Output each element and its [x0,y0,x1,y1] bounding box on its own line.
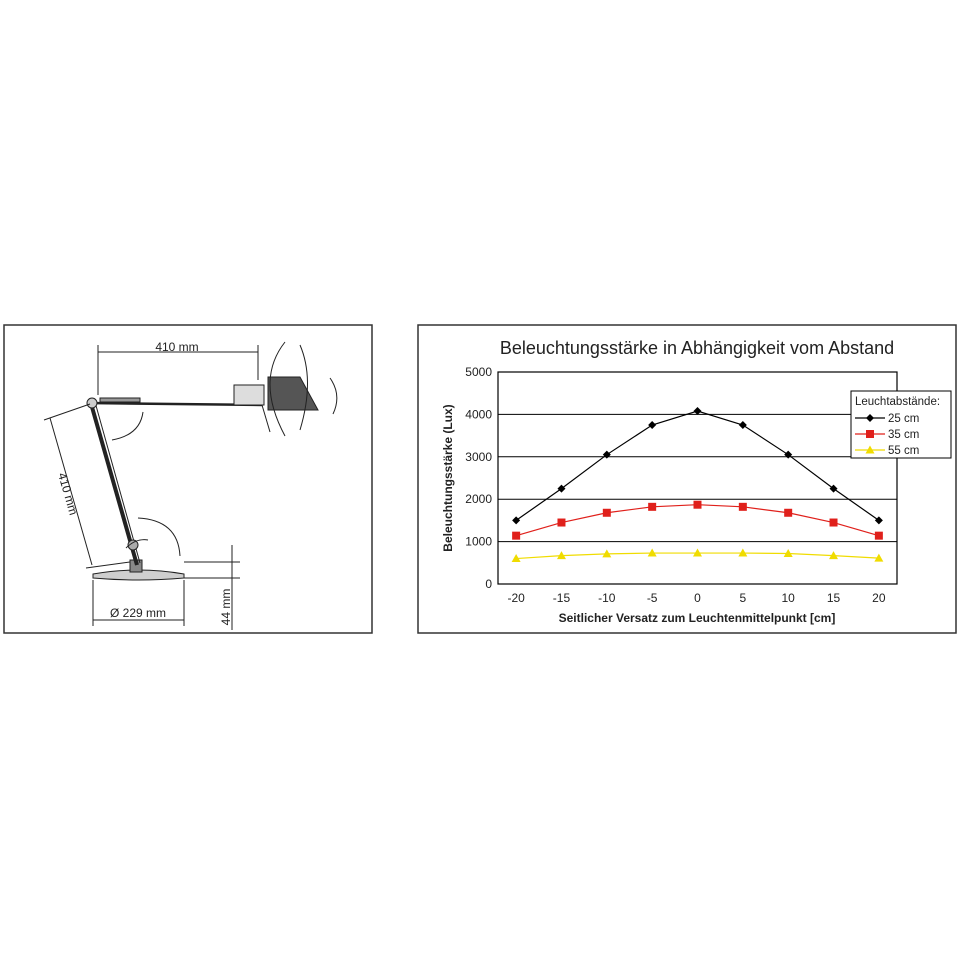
legend-box [850,390,952,459]
x-tick-label: 5 [739,591,746,605]
data-point [784,450,793,459]
x-tick-label: 10 [782,591,796,605]
y-tick-label: 3000 [465,450,492,464]
legend-title: Leuchtabstände: [855,396,940,408]
data-point [648,421,657,429]
x-tick-label: -15 [553,591,571,605]
data-point [512,531,521,540]
data-point [784,508,793,517]
dimension-lines [43,345,259,630]
data-point [693,548,702,557]
x-tick-label: 0 [694,591,701,605]
x-tick-label: -20 [507,591,525,605]
diagram-frame [3,324,373,634]
x-tick-label: -10 [598,591,616,605]
data-point [738,421,747,429]
lamp-drawing [86,341,338,581]
legend-label: 55 cm [888,445,919,457]
legend-label: 25 cm [888,413,919,425]
data-point [511,554,521,563]
data-point [874,553,884,562]
x-axis-label: Seitlicher Versatz zum Leuchtenmittelpun… [559,611,836,625]
chart-frame [417,324,957,634]
dimension-label: 410 mm [155,340,198,354]
y-tick-label: 0 [485,577,492,591]
y-tick-label: 2000 [465,492,492,506]
data-point [874,516,883,525]
data-point [648,502,657,511]
x-tick-label: 20 [872,591,886,605]
legend-marker [866,430,874,438]
data-point [829,551,839,560]
data-point [602,508,611,517]
data-point [874,531,883,540]
data-point [738,502,747,511]
data-point [556,551,566,560]
y-tick-label: 4000 [465,407,492,421]
data-point [602,549,612,558]
y-tick-label: 5000 [465,365,492,379]
data-point [738,548,748,557]
dimension-label: Ø 229 mm [110,606,166,620]
data-point [829,484,838,493]
chart-title: Beleuchtungsstärke in Abhängigkeit vom A… [500,338,894,358]
data-point [512,516,521,525]
data-point [829,518,838,527]
data-point [693,407,702,416]
data-point [647,548,657,557]
y-axis-label: Beleuchtungsstärke (Lux) [441,404,455,551]
legend-label: 35 cm [888,429,919,441]
dimension-label: 44 mm [219,589,233,626]
plot-area [497,371,898,585]
y-tick-label: 1000 [465,535,492,549]
data-point [693,500,702,509]
legend-marker [866,414,874,422]
x-tick-label: 15 [827,591,841,605]
x-tick-label: -5 [647,591,658,605]
data-point [557,518,566,527]
data-point [783,548,793,557]
data-point [557,484,566,493]
legend-marker [865,445,875,454]
data-point [602,450,611,459]
